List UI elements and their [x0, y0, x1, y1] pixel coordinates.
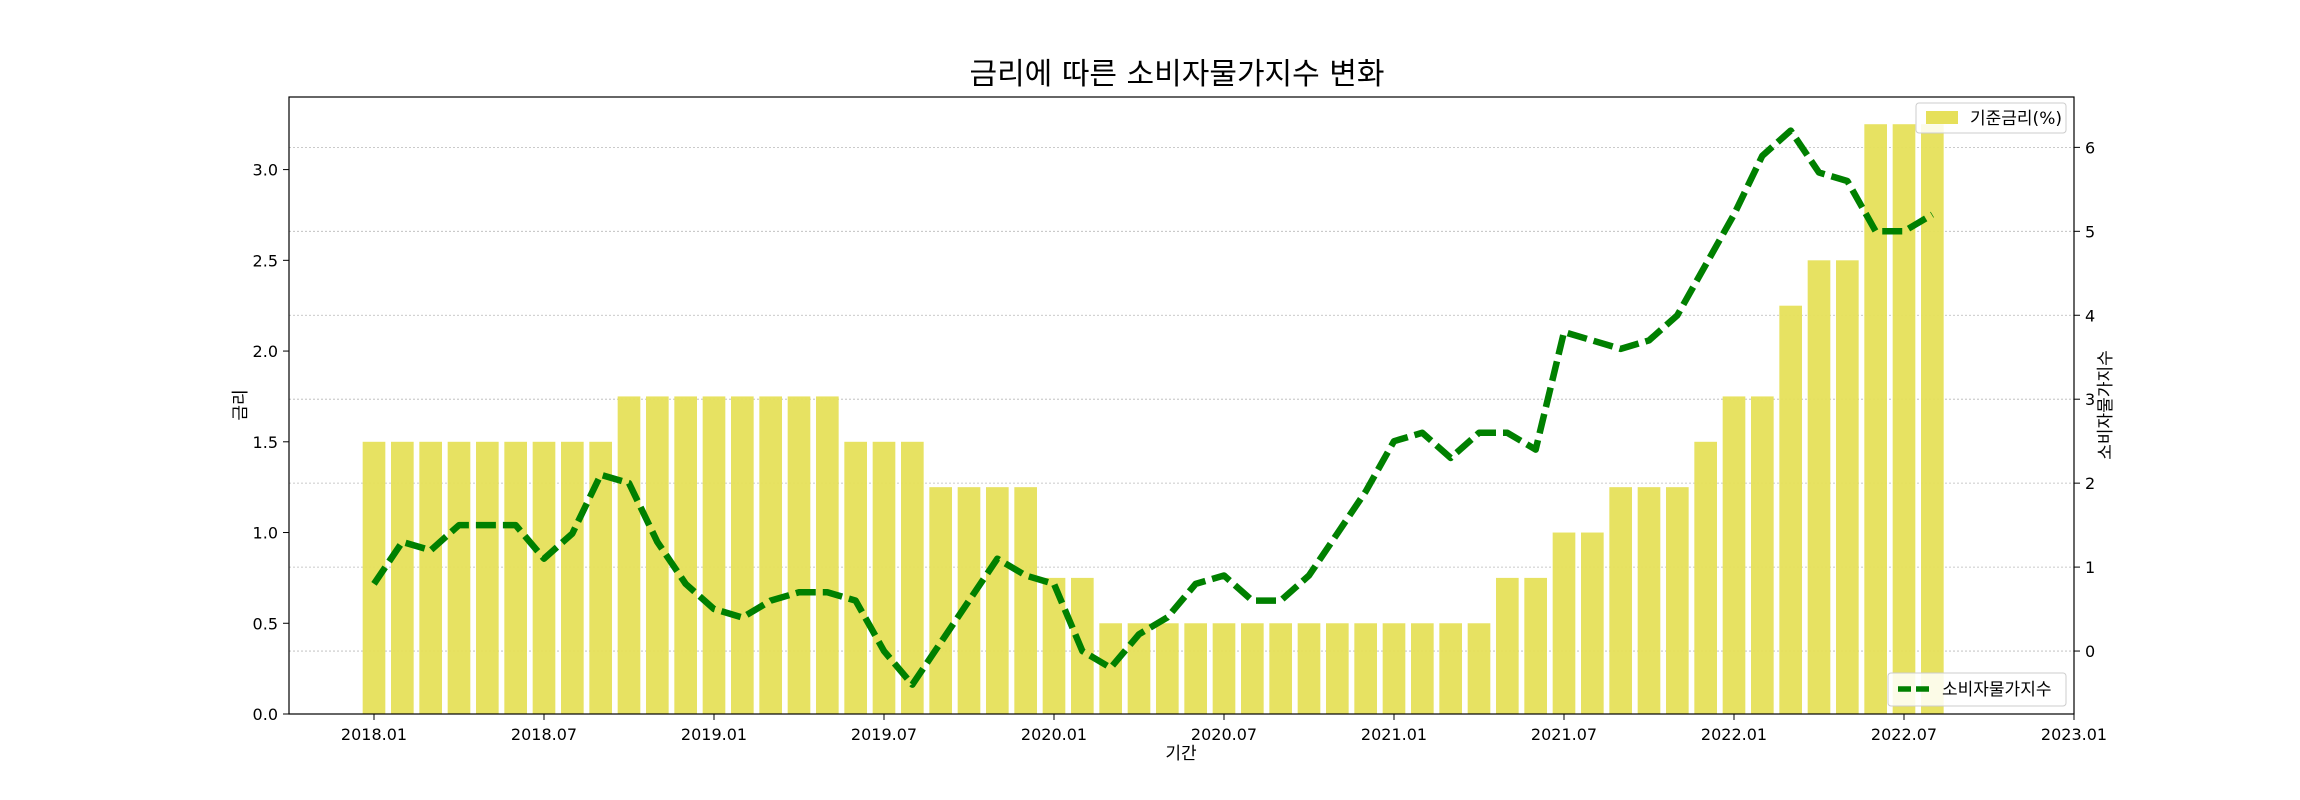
bar: [1014, 487, 1037, 714]
x-tick-label: 2022.01: [1701, 725, 1767, 744]
bar: [702, 396, 726, 714]
bar: [1921, 124, 1944, 715]
y-tick-label: 0.0: [253, 705, 278, 724]
bar: [901, 441, 924, 714]
bar: [1156, 623, 1179, 714]
bar: [1241, 623, 1264, 714]
bar: [1609, 487, 1632, 714]
bar: [872, 441, 896, 714]
bar: [1411, 623, 1434, 714]
plot-frame: [288, 96, 2075, 715]
bar: [419, 441, 442, 714]
y-tick-label: 1.0: [253, 524, 278, 543]
line-series: [371, 127, 1934, 688]
legend-bar: 기준금리(%): [1915, 102, 2067, 134]
bar: [1042, 577, 1066, 714]
bar: [1581, 532, 1604, 714]
y2-tick-label: 4: [2085, 306, 2095, 325]
y2-tick-label: 0: [2085, 642, 2095, 661]
bar: [1326, 623, 1349, 714]
bar: [1297, 623, 1321, 714]
y-tick-label: 1.5: [253, 433, 278, 452]
bar: [1779, 305, 1802, 714]
y-tick-label: 2.5: [253, 251, 278, 270]
grid-lines: [289, 146, 2074, 652]
legend-bar-label: 기준금리(%): [1970, 109, 2062, 129]
bar: [362, 441, 386, 714]
bar: [1354, 623, 1377, 714]
y-tick-label: 2.0: [253, 342, 278, 361]
bar: [1269, 623, 1292, 714]
bar: [929, 487, 952, 714]
legend-line-label: 소비자물가지수: [1942, 680, 2051, 700]
bar: [844, 441, 867, 714]
bar: [532, 441, 556, 714]
legend-bar-swatch: [1926, 111, 1958, 124]
bar: [1751, 396, 1774, 714]
bar: [986, 487, 1009, 714]
x-tick-label: 2020.01: [1021, 725, 1087, 744]
chart-title: 금리에 따른 소비자물가지수 변화: [969, 57, 1384, 92]
bar: [646, 396, 669, 714]
bar: [1807, 260, 1831, 714]
y2-tick-label: 3: [2085, 390, 2095, 409]
bar: [1382, 623, 1406, 714]
bar: [1212, 623, 1236, 714]
bar: [1836, 260, 1859, 714]
bar: [617, 396, 641, 714]
x-tick-label: 2022.07: [1871, 725, 1937, 744]
x-tick-label: 2023.01: [2041, 725, 2107, 744]
bar: [1496, 577, 1519, 714]
bar: [561, 441, 584, 714]
bar: [1694, 441, 1717, 714]
x-tick-label: 2018.07: [511, 725, 577, 744]
bar: [957, 487, 981, 714]
x-tick-label: 2019.01: [681, 725, 747, 744]
line-series-path: [371, 127, 1934, 688]
y-axis-label: 금리: [231, 389, 251, 420]
bar: [759, 396, 782, 714]
bar: [1099, 623, 1122, 714]
bar: [1864, 124, 1887, 715]
x-tick-label: 2021.07: [1531, 725, 1597, 744]
y-axis-left: 0.0 0.5 1.0 1.5 2.0 2.5 3.0: [253, 161, 289, 724]
bar: [1184, 623, 1207, 714]
bar: [504, 441, 527, 714]
x-tick-label: 2019.07: [851, 725, 917, 744]
y2-tick-label: 1: [2085, 558, 2095, 577]
x-tick-label: 2020.07: [1191, 725, 1257, 744]
bar: [1467, 623, 1491, 714]
x-axis: 2018.01 2018.07 2019.01 2019.07 2020.01 2020.…: [341, 714, 2107, 744]
y-tick-label: 0.5: [253, 614, 278, 633]
bar: [731, 396, 754, 714]
bar: [816, 396, 839, 714]
y2-tick-label: 6: [2085, 138, 2095, 157]
y2-axis-label: 소비자물가지수: [2096, 350, 2116, 459]
x-tick-label: 2021.01: [1361, 725, 1427, 744]
y-tick-label: 3.0: [253, 161, 278, 180]
y2-tick-label: 5: [2085, 222, 2095, 241]
legend-line: 소비자물가지수: [1887, 672, 2067, 707]
bar: [589, 441, 612, 714]
x-tick-label: 2018.01: [341, 725, 407, 744]
bar: [1439, 623, 1462, 714]
bar: [1637, 487, 1661, 714]
y-axis-right: 0 1 2 3 4 5 6: [2074, 138, 2095, 661]
bar: [787, 396, 811, 714]
bar: [1552, 532, 1576, 714]
x-axis-label: 기간: [1165, 744, 1197, 764]
bar: [476, 441, 499, 714]
bar: [1722, 396, 1746, 714]
y2-tick-label: 2: [2085, 474, 2095, 493]
bar: [674, 396, 697, 714]
bar: [391, 441, 414, 714]
bar: [1892, 124, 1916, 715]
bar: [1524, 577, 1547, 714]
bar: [447, 441, 471, 714]
bar: [1666, 487, 1689, 714]
